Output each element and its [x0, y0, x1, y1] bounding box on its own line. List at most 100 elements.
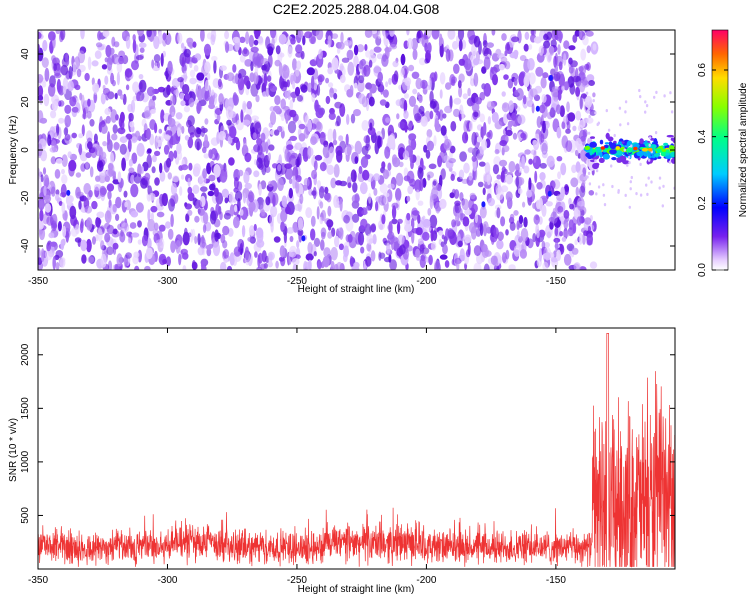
spectrogram-cell [85, 152, 92, 159]
spectrogram-cell [311, 75, 315, 90]
spectrogram-cell [571, 164, 577, 174]
spectrogram-cell [578, 266, 587, 270]
spectrogram-cell [513, 77, 518, 86]
spectrogram-cell [256, 157, 263, 169]
signal-cell [646, 192, 649, 196]
spectrogram-cell [364, 30, 373, 38]
spectrogram-cell [319, 162, 327, 172]
spectrogram-cell [450, 121, 457, 132]
spectrogram-cell [280, 98, 287, 110]
spectrogram-cell [299, 193, 304, 205]
spectrogram-cell [365, 134, 370, 149]
spectrogram-cell [588, 190, 595, 196]
spectrogram-cell [196, 127, 202, 135]
spectrogram-cell [294, 204, 302, 211]
spectrogram-cell [275, 260, 279, 269]
spectrogram-cell [580, 149, 588, 162]
spectrogram-cell [388, 77, 392, 85]
spectrogram-cell [253, 223, 257, 232]
signal-peak [615, 146, 620, 150]
spectrogram-cell [488, 129, 493, 140]
spectrogram-cell [579, 95, 583, 110]
spectrogram-cell [158, 224, 166, 232]
spectrogram-cell [511, 112, 517, 121]
spectrogram-cell [504, 60, 511, 70]
spectrogram-cell [286, 79, 291, 88]
spectrogram-cell [563, 253, 572, 266]
spectrogram-cell [283, 231, 287, 244]
spectrogram-cell [425, 30, 432, 37]
spectrogram-cell [200, 30, 205, 42]
spectrogram-cell [407, 37, 414, 50]
spectrogram-cell [426, 129, 433, 138]
spectrogram-cell [232, 36, 241, 44]
spectrogram-cell [57, 85, 63, 95]
signal-cell [666, 134, 674, 138]
spectrogram-cell [507, 120, 513, 129]
spectrogram-cell [561, 236, 567, 242]
spectrogram-cell [572, 125, 577, 132]
spectrogram-cell [125, 133, 133, 140]
x-tick-label: -300 [157, 575, 177, 586]
spectrogram-cell [475, 96, 479, 105]
spectrogram-cell [369, 83, 377, 94]
spectrogram-cell [146, 86, 155, 97]
spectrogram-cell [415, 189, 420, 201]
signal-cell [617, 189, 620, 193]
spectrogram-cell [213, 164, 221, 178]
spectrogram-cell [505, 135, 509, 141]
spectrogram-cell [563, 209, 570, 219]
spectrogram-cell [181, 164, 189, 171]
spectrogram-cell [370, 250, 376, 262]
spectrogram-cell [406, 245, 413, 252]
spectrogram-cell [162, 32, 167, 41]
spectrogram-cell [347, 234, 353, 243]
spectrogram-cell [501, 33, 507, 41]
spectrogram-cell [182, 231, 190, 246]
spectrogram-cell [301, 235, 306, 242]
spectrogram-cell [334, 101, 343, 109]
spectrogram-cell [38, 247, 41, 259]
spectrogram-cell [310, 228, 316, 241]
spectrogram-cell [469, 192, 476, 200]
spectrogram-cell [125, 252, 132, 259]
spectrogram-cell [366, 233, 374, 245]
spectrogram-cell [265, 87, 270, 97]
spectrogram-cell [435, 206, 442, 212]
spectrogram-cell [105, 44, 112, 58]
spectrogram-cell [111, 79, 116, 87]
spectrogram-cell [170, 213, 174, 228]
spectrogram-cell [243, 171, 250, 184]
spectrogram-cell [130, 183, 139, 198]
signal-cell [647, 176, 650, 180]
spectrogram-cell [210, 34, 216, 46]
spectrogram-cell [347, 61, 355, 76]
spectrogram-cell [424, 58, 429, 64]
spectrogram-cell [46, 216, 54, 226]
spectrogram-cell [467, 147, 474, 153]
spectrogram-signal-band [583, 88, 675, 209]
spectrogram-cell [377, 30, 381, 39]
spectrogram-cell [189, 69, 196, 78]
signal-cell [655, 90, 658, 94]
spectrogram-cell [115, 196, 122, 209]
y-tick-label: 40 [20, 48, 31, 60]
spectrogram-cell [240, 209, 244, 216]
spectrogram-cell [269, 213, 274, 227]
signal-cell [590, 159, 596, 163]
spectrogram-cell [563, 115, 568, 124]
signal-cell [647, 155, 652, 159]
spectrogram-cell [423, 144, 428, 153]
spectrogram-cell [197, 87, 203, 101]
spectrogram-cell [287, 120, 297, 134]
spectrogram-cell [346, 88, 354, 98]
spectrogram-cell [260, 180, 267, 190]
spectrogram-cell [39, 209, 44, 222]
spectrogram-cell [474, 212, 478, 224]
spectrogram-cell [453, 108, 460, 118]
spectrogram-cell [457, 30, 465, 41]
spectrogram-cell [523, 165, 530, 174]
spectrogram-cell [292, 58, 297, 71]
spectrogram-cell [361, 120, 369, 131]
